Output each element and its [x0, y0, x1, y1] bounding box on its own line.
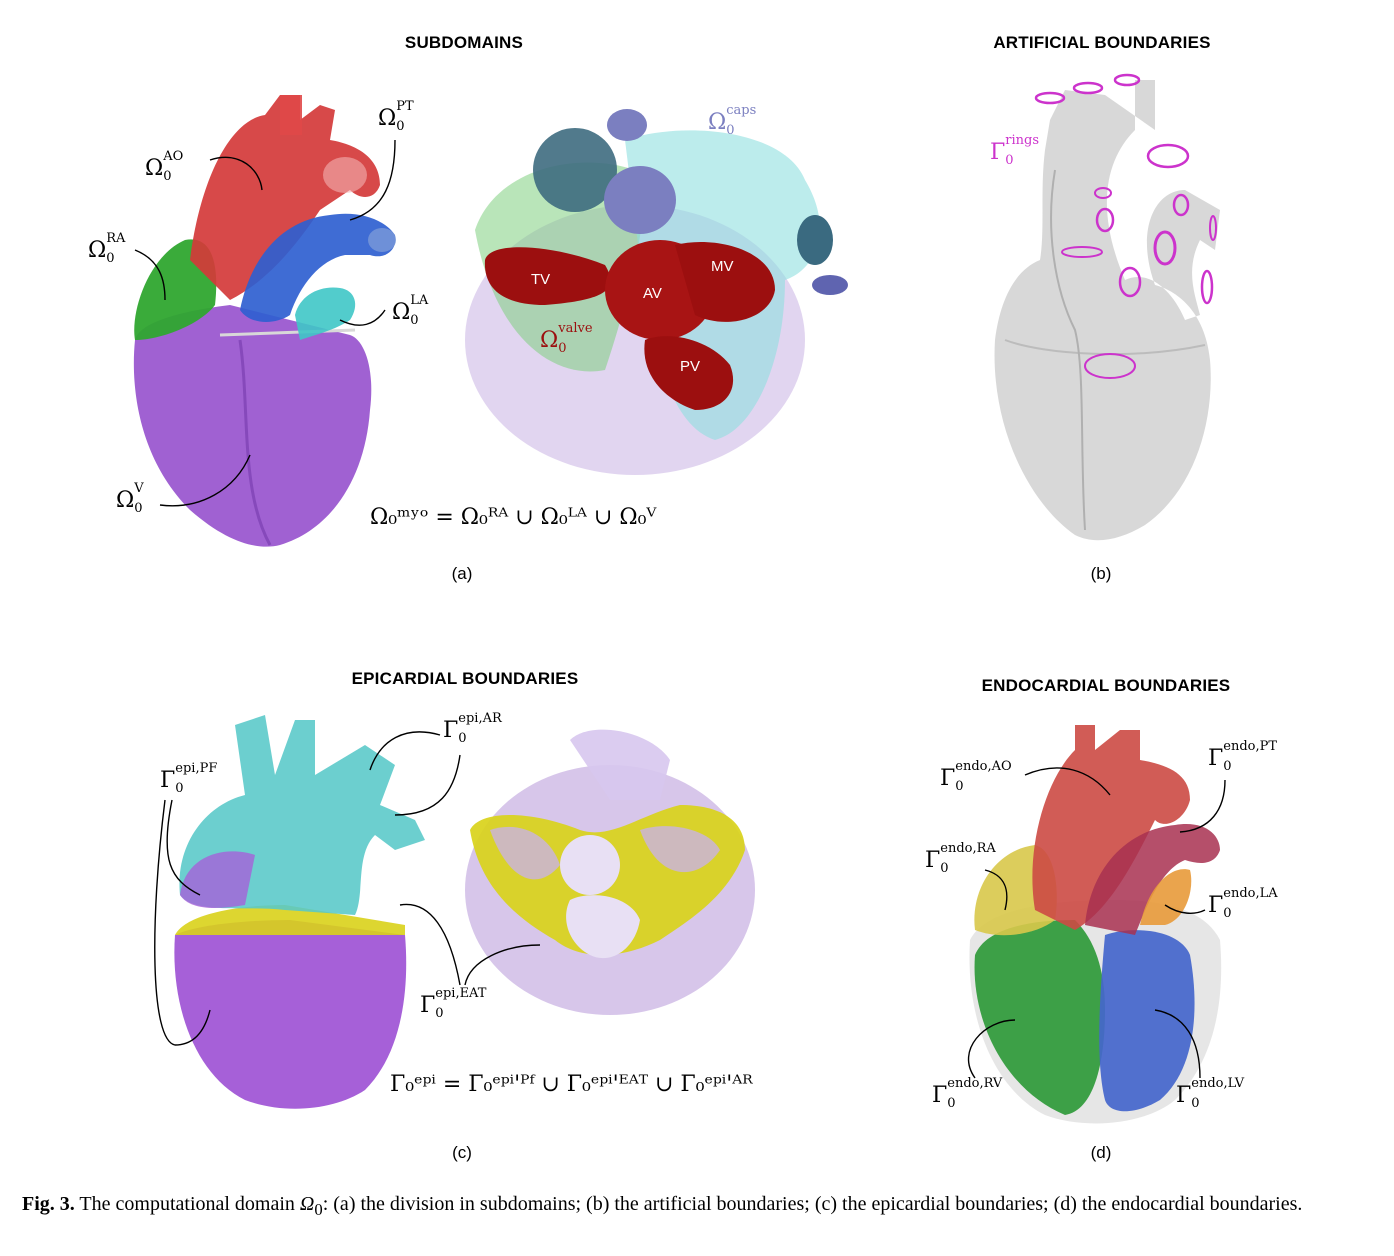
valve-av-label: AV	[643, 285, 662, 302]
caption-text-before: The computational domain	[74, 1193, 300, 1215]
omega-ao-label: Ω AO 0	[145, 149, 184, 184]
valve-tv-label: TV	[531, 271, 551, 288]
panel-c-leader-lines	[154, 731, 541, 1046]
panel-a-sublabel: (a)	[451, 564, 473, 583]
panel-b-heart-illustration	[994, 73, 1220, 541]
valve-mv-label: MV	[711, 258, 734, 275]
caption-figure-number: Fig. 3.	[22, 1193, 75, 1215]
panel-d-heart-illustration	[969, 725, 1222, 1124]
panel-c-formula: Γ₀ᵉᵖⁱ = Γ₀ᵉᵖⁱ'ᴾᶠ ∪ Γ₀ᵉᵖⁱ'ᴱᴬᵀ ∪ Γ₀ᵉᵖⁱ'ᴬᴿ	[390, 1072, 753, 1097]
panel-c-sublabel: (c)	[452, 1143, 472, 1162]
panel-d-title: ENDOCARDIAL BOUNDARIES	[981, 676, 1231, 695]
omega-pt-label: Ω PT 0	[378, 99, 414, 134]
valve-pv-label: PV	[680, 358, 701, 375]
caption-symbol-sub: 0	[314, 1200, 323, 1219]
caption-symbol: Ω	[299, 1193, 315, 1215]
panel-a-leader-lines	[134, 139, 396, 507]
caption-text-after: : (a) the division in subdomains; (b) th…	[322, 1193, 1303, 1215]
panel-a-formula: Ω₀ᵐʸᵒ = Ω₀ᴿᴬ ∪ Ω₀ᴸᴬ ∪ Ω₀ⱽ	[370, 505, 657, 530]
panel-a-title: SUBDOMAINS	[404, 33, 524, 52]
panel-c-title: EPICARDIAL BOUNDARIES	[351, 669, 579, 688]
panel-d-leader-lines	[968, 767, 1226, 1079]
panel-b-sublabel: (b)	[1090, 564, 1112, 583]
panel-a-heart-illustration	[133, 95, 396, 547]
panel-d-sublabel: (d)	[1090, 1143, 1112, 1162]
omega-ra-label: Ω RA 0	[88, 231, 126, 266]
panel-b-title: ARTIFICIAL BOUNDARIES	[993, 33, 1211, 52]
omega-la-label: Ω LA 0	[392, 293, 429, 328]
panel-a-valves-illustration	[465, 109, 848, 475]
figure-caption: Fig. 3. The computational domain Ω0: (a)…	[22, 1190, 1362, 1224]
panel-c-heart-illustration	[174, 715, 425, 1109]
panel-c-eat-illustration	[465, 729, 755, 1015]
